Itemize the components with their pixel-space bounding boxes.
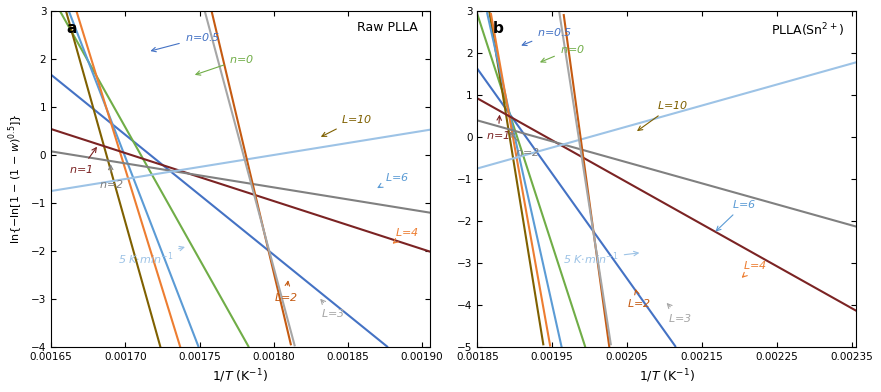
Text: a: a <box>66 21 77 36</box>
Text: b: b <box>492 21 503 36</box>
Y-axis label: ln{$-$ln[1 $-$ (1 $-$ $w$)$^{0.5}$]}: ln{$-$ln[1 $-$ (1 $-$ $w$)$^{0.5}$]} <box>7 114 26 244</box>
Text: $n$=0: $n$=0 <box>541 43 585 62</box>
Text: $L$=6: $L$=6 <box>378 171 409 187</box>
Text: $L$=3: $L$=3 <box>668 304 692 324</box>
Text: $L$=3: $L$=3 <box>321 299 345 319</box>
Text: $L$=2: $L$=2 <box>274 281 298 303</box>
Text: $L$=6: $L$=6 <box>716 198 756 231</box>
Text: $n$=0.5: $n$=0.5 <box>522 26 573 45</box>
Text: $L$=2: $L$=2 <box>627 290 651 309</box>
Text: $n$=2: $n$=2 <box>510 132 539 158</box>
Text: PLLA(Sn$^{2+}$): PLLA(Sn$^{2+}$) <box>771 21 844 39</box>
Text: Raw PLLA: Raw PLLA <box>358 21 418 34</box>
X-axis label: 1/$T$ (K$^{-1}$): 1/$T$ (K$^{-1}$) <box>212 367 269 385</box>
Text: $n$=1: $n$=1 <box>69 148 96 175</box>
Text: 5 K$\cdot$min$^{-1}$: 5 K$\cdot$min$^{-1}$ <box>118 247 184 267</box>
Text: $L$=4: $L$=4 <box>743 259 767 277</box>
Text: $L$=4: $L$=4 <box>394 226 419 243</box>
X-axis label: 1/$T$ (K$^{-1}$): 1/$T$ (K$^{-1}$) <box>639 367 694 385</box>
Text: $n$=2: $n$=2 <box>99 165 123 190</box>
Text: $n$=0.5: $n$=0.5 <box>152 31 220 52</box>
Text: 5 K$\cdot$min$^{-1}$: 5 K$\cdot$min$^{-1}$ <box>564 250 638 267</box>
Text: $L$=10: $L$=10 <box>638 100 688 131</box>
Text: $n$=1: $n$=1 <box>486 116 510 141</box>
Text: $L$=10: $L$=10 <box>322 113 372 136</box>
Text: $n$=0: $n$=0 <box>196 53 254 75</box>
